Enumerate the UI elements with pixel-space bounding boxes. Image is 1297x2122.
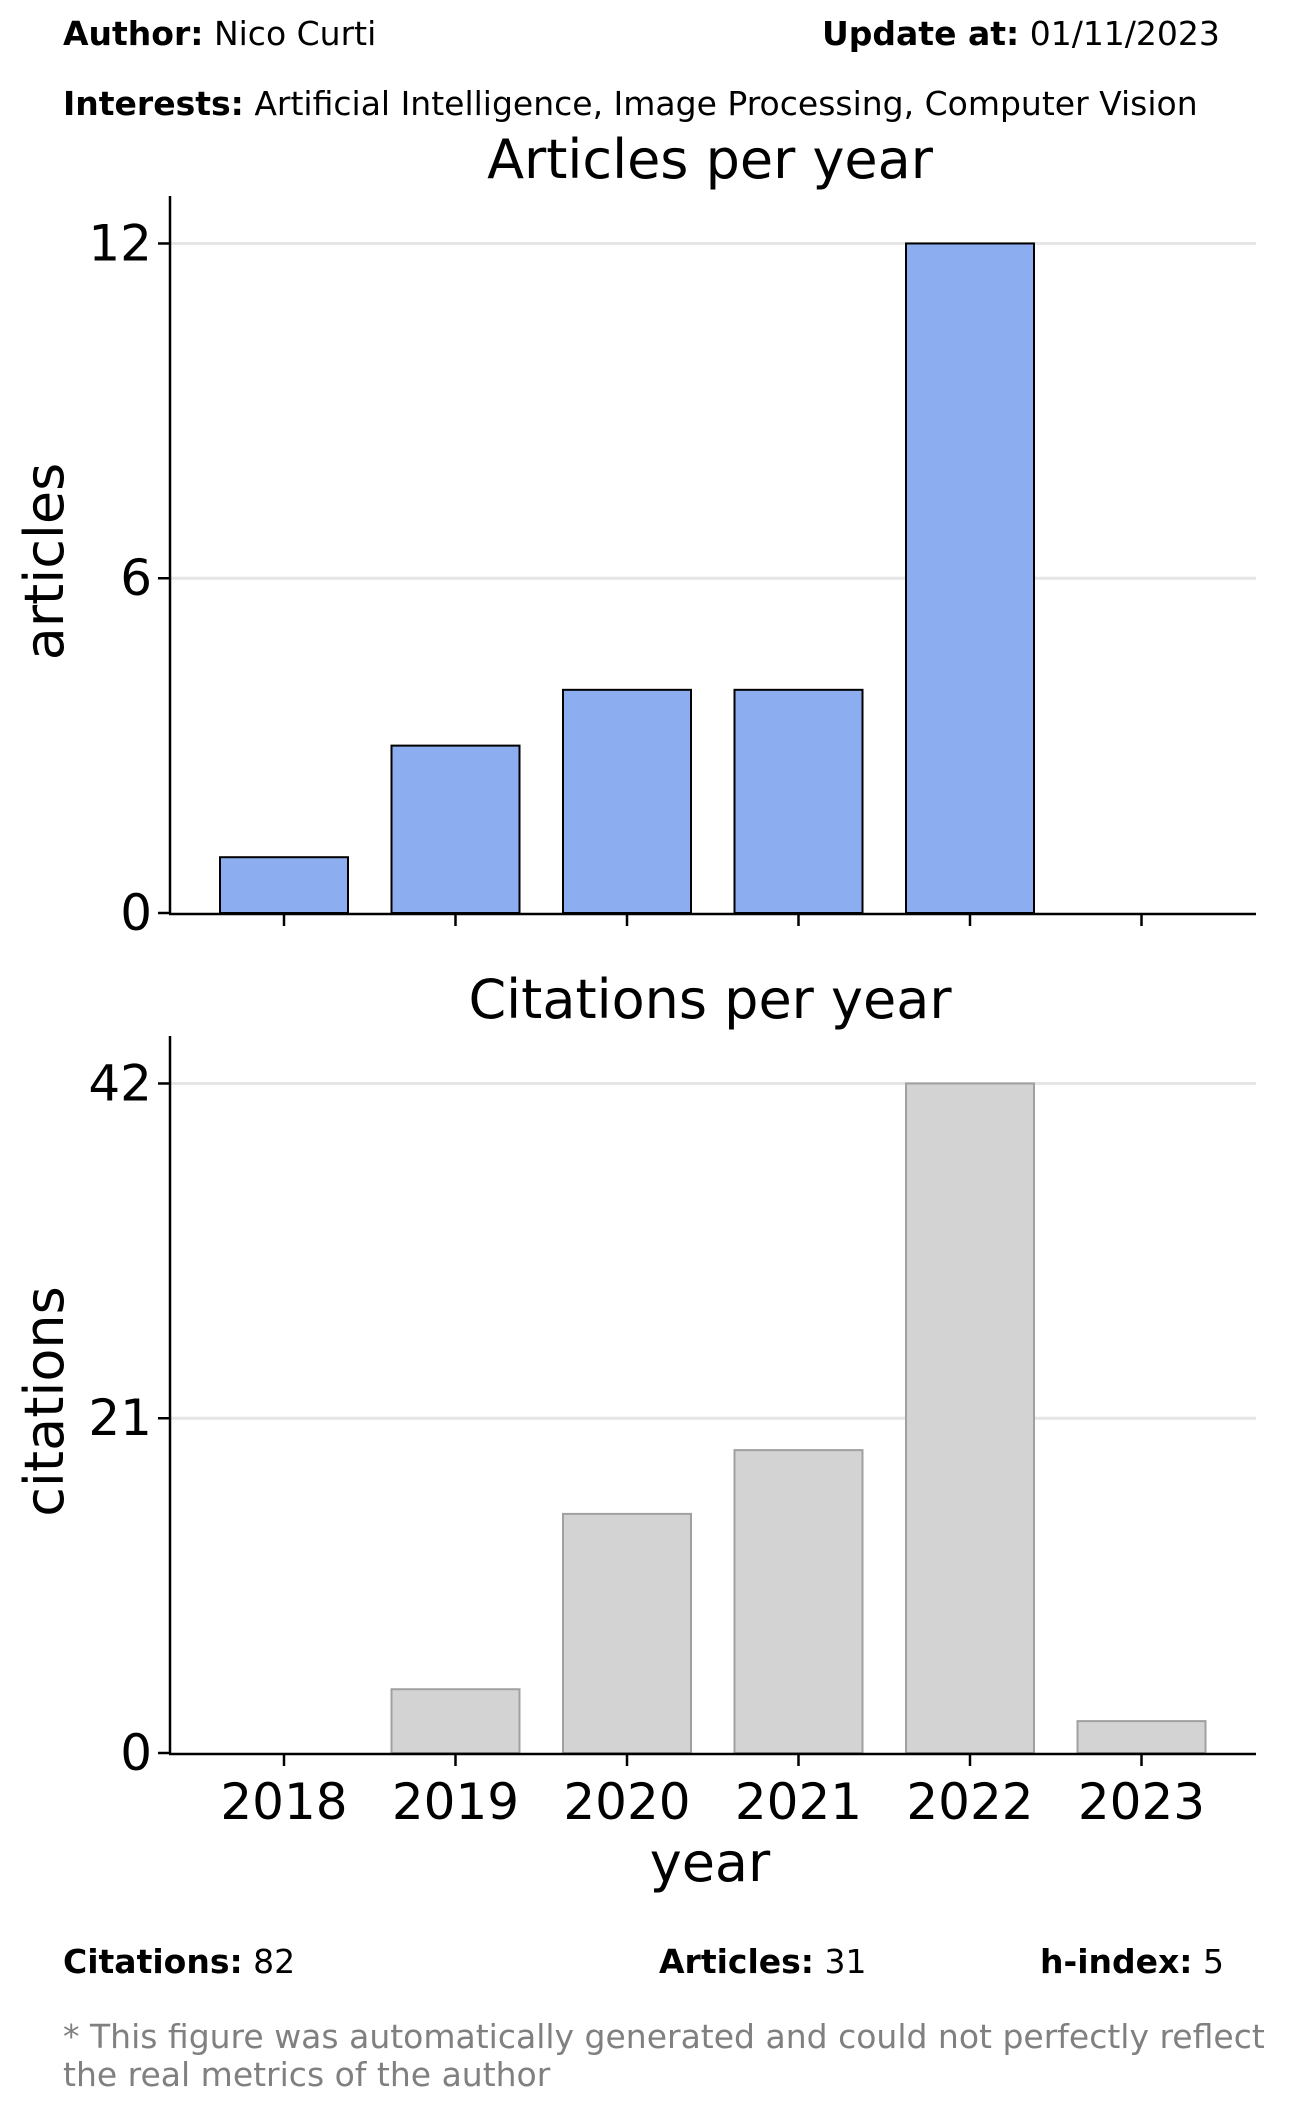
chart2-y-tick-label: 21 xyxy=(88,1389,152,1447)
chart1-title: Articles per year xyxy=(487,130,934,191)
interests-value: Artificial Intelligence, Image Processin… xyxy=(254,84,1198,123)
update-line: Update at: 01/11/2023 xyxy=(822,14,1220,53)
citations-label: Citations: xyxy=(63,1942,243,1981)
chart1-bar-2019 xyxy=(390,744,521,914)
disclaimer-line-2: the real metrics of the author xyxy=(63,2055,551,2094)
hindex-label: h-index: xyxy=(1040,1942,1193,1981)
chart2-bar-2021 xyxy=(733,1449,864,1755)
chart2-x-tick-label: 2018 xyxy=(220,1773,347,1831)
chart2-y-tick-label: 42 xyxy=(88,1054,152,1112)
chart2-x-tick-label: 2019 xyxy=(392,1773,519,1831)
citations-value: 82 xyxy=(253,1942,296,1981)
interests-label: Interests: xyxy=(63,84,244,123)
chart2-x-tick-label: 2021 xyxy=(735,1773,862,1831)
chart2-bar-2020 xyxy=(562,1512,692,1755)
update-date: 01/11/2023 xyxy=(1029,14,1220,53)
hindex-value: 5 xyxy=(1202,1942,1224,1981)
chart2-x-tick-label: 2022 xyxy=(906,1773,1033,1831)
chart2-x-tick-label: 2023 xyxy=(1078,1773,1205,1831)
disclaimer-line-1: * This figure was automatically generate… xyxy=(63,2017,1265,2056)
citations-stat: Citations: 82 xyxy=(63,1942,295,1981)
update-label: Update at: xyxy=(822,14,1020,53)
chart2-x-axis-label: year xyxy=(650,1831,771,1894)
author-label: Author: xyxy=(63,14,204,53)
author-name: Nico Curti xyxy=(213,14,377,53)
articles-value: 31 xyxy=(824,1942,867,1981)
articles-stat: Articles: 31 xyxy=(659,1942,867,1981)
chart2-title: Citations per year xyxy=(468,968,952,1031)
chart1-y-tick-label: 0 xyxy=(120,884,152,942)
chart1-y-tick-label: 6 xyxy=(120,549,152,607)
chart2-x-tick-label: 2020 xyxy=(563,1773,690,1831)
interests-line: Interests: Artificial Intelligence, Imag… xyxy=(63,84,1198,123)
chart1-y-axis-label: articles xyxy=(13,463,76,661)
chart2-y-tick-label: 0 xyxy=(120,1724,152,1782)
hindex-stat: h-index: 5 xyxy=(1040,1942,1224,1981)
chart1-bar-2021 xyxy=(733,688,864,914)
chart1-bar-2022 xyxy=(905,242,1035,914)
chart2-bar-2019 xyxy=(390,1688,521,1755)
disclaimer-note: * This figure was automatically generate… xyxy=(63,2018,1283,2094)
chart2-y-axis-label: citations xyxy=(13,1286,76,1517)
chart1-bar-2018 xyxy=(219,856,349,915)
articles-label: Articles: xyxy=(659,1942,814,1981)
charts-figure: 0 6 12 Articles per year articles 0 21 42 2018 20… xyxy=(13,130,1256,1894)
chart2-bar-2023 xyxy=(1076,1720,1207,1755)
chart1-bar-2020 xyxy=(562,688,692,914)
author-line: Author: Nico Curti xyxy=(63,14,376,53)
chart1-y-tick-label: 12 xyxy=(88,214,152,272)
chart2-bar-2022 xyxy=(905,1082,1035,1754)
